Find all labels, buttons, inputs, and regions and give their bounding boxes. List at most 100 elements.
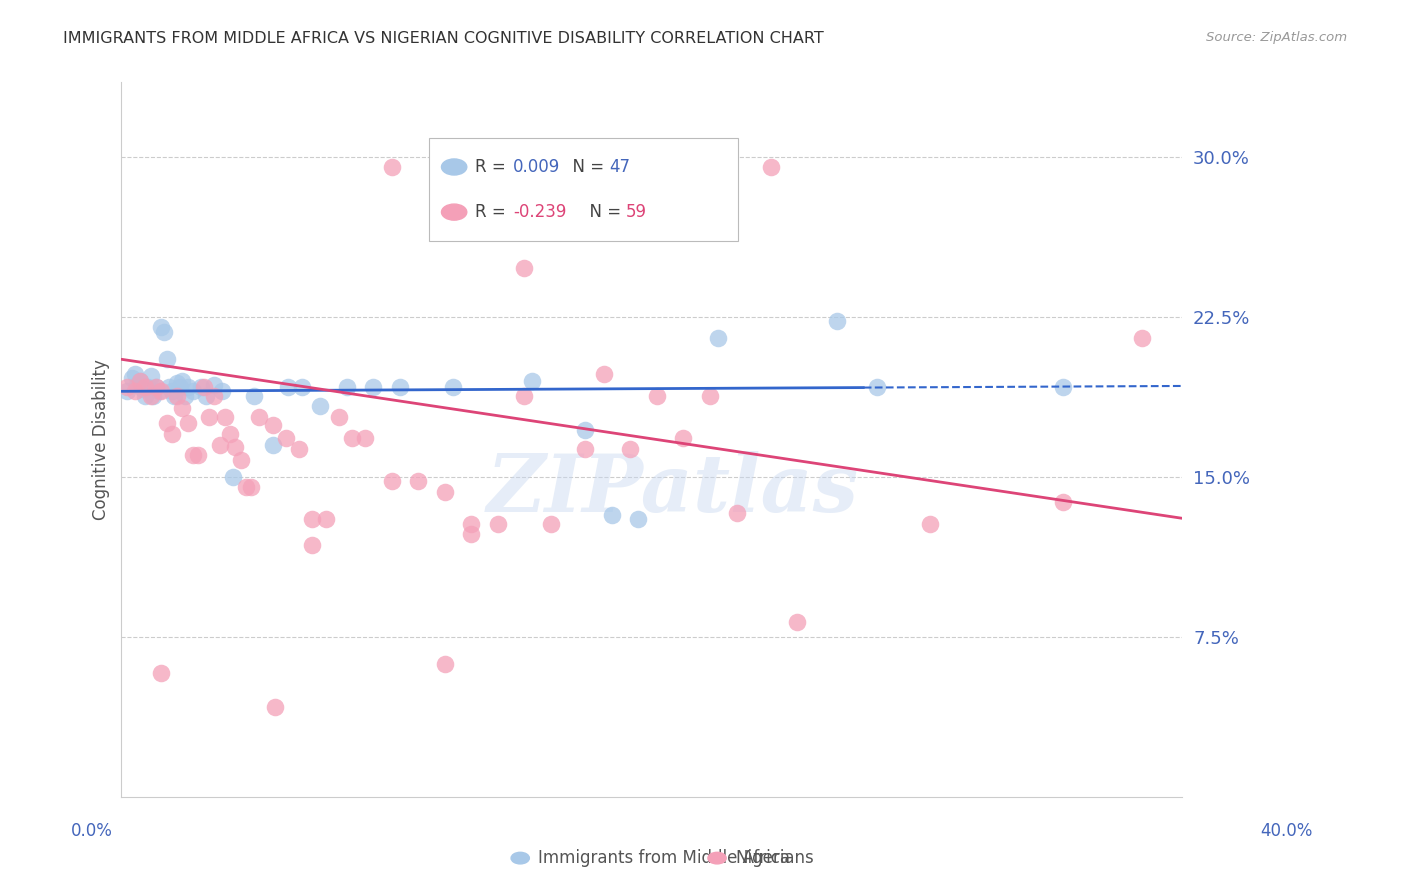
Point	[115, 384, 138, 399]
Point	[150, 384, 173, 399]
Point	[513, 388, 536, 402]
Point	[229, 452, 252, 467]
Text: -0.239: -0.239	[513, 203, 567, 221]
Point	[619, 442, 641, 456]
Point	[181, 384, 204, 399]
Point	[433, 484, 456, 499]
Point	[157, 380, 180, 394]
Point	[1130, 331, 1153, 345]
Point	[166, 388, 188, 402]
Point	[540, 516, 562, 531]
Text: Immigrants from Middle Africa: Immigrants from Middle Africa	[538, 849, 790, 867]
Point	[136, 380, 159, 394]
Point	[1052, 380, 1074, 394]
Point	[169, 380, 191, 394]
Point	[336, 380, 359, 394]
Point	[163, 388, 186, 402]
Point	[309, 399, 332, 413]
Point	[177, 380, 200, 394]
Text: R =: R =	[475, 158, 512, 176]
Point	[160, 427, 183, 442]
Point	[174, 388, 197, 402]
Point	[388, 380, 411, 394]
Text: R =: R =	[475, 203, 512, 221]
Text: Nigerians: Nigerians	[735, 849, 814, 867]
Point	[240, 480, 263, 494]
Point	[139, 369, 162, 384]
Point	[328, 409, 350, 424]
Point	[433, 657, 456, 672]
Point	[460, 527, 482, 541]
Point	[208, 437, 231, 451]
Point	[166, 376, 188, 390]
Point	[264, 700, 287, 714]
Point	[825, 314, 848, 328]
Text: 0.009: 0.009	[513, 158, 561, 176]
Point	[247, 409, 270, 424]
Point	[600, 508, 623, 522]
Point	[235, 480, 257, 494]
Point	[150, 665, 173, 680]
Point	[172, 374, 194, 388]
Point	[918, 516, 941, 531]
Point	[593, 368, 616, 382]
Point	[277, 380, 299, 394]
Point	[315, 512, 337, 526]
Point	[129, 374, 152, 388]
Point	[219, 427, 242, 442]
Point	[153, 325, 176, 339]
Point	[181, 448, 204, 462]
Text: 0.0%: 0.0%	[70, 822, 112, 840]
Point	[124, 368, 146, 382]
Text: N =: N =	[562, 158, 610, 176]
Point	[121, 371, 143, 385]
Point	[786, 615, 808, 629]
Point	[654, 224, 676, 238]
Point	[115, 380, 138, 394]
Point	[198, 409, 221, 424]
Point	[645, 388, 668, 402]
Point	[460, 516, 482, 531]
Point	[1052, 495, 1074, 509]
Point	[193, 380, 215, 394]
Point	[214, 409, 236, 424]
Point	[441, 380, 464, 394]
Point	[127, 378, 149, 392]
Text: 47: 47	[609, 158, 630, 176]
Point	[381, 474, 404, 488]
Point	[155, 417, 177, 431]
Point	[134, 388, 156, 402]
Point	[274, 431, 297, 445]
Point	[363, 380, 385, 394]
Point	[522, 374, 544, 388]
Point	[195, 388, 218, 402]
Point	[301, 512, 323, 526]
Point	[134, 380, 156, 394]
Text: N =: N =	[579, 203, 627, 221]
Point	[224, 440, 246, 454]
Point	[262, 418, 284, 433]
Point	[627, 512, 650, 526]
Point	[408, 474, 430, 488]
Point	[145, 380, 167, 394]
Point	[139, 388, 162, 402]
Point	[672, 431, 695, 445]
Point	[759, 161, 782, 175]
Point	[513, 260, 536, 275]
Point	[222, 469, 245, 483]
Point	[187, 448, 209, 462]
Point	[142, 388, 165, 402]
Point	[262, 437, 284, 451]
Point	[211, 384, 233, 399]
Point	[160, 384, 183, 399]
Point	[243, 388, 266, 402]
Point	[574, 442, 596, 456]
Point	[177, 417, 200, 431]
Point	[486, 516, 509, 531]
Point	[148, 384, 170, 399]
Point	[707, 331, 730, 345]
Text: IMMIGRANTS FROM MIDDLE AFRICA VS NIGERIAN COGNITIVE DISABILITY CORRELATION CHART: IMMIGRANTS FROM MIDDLE AFRICA VS NIGERIA…	[63, 31, 824, 46]
Y-axis label: Cognitive Disability: Cognitive Disability	[93, 359, 110, 520]
Text: ZIPatlas: ZIPatlas	[486, 450, 859, 528]
Text: 40.0%: 40.0%	[1260, 822, 1313, 840]
